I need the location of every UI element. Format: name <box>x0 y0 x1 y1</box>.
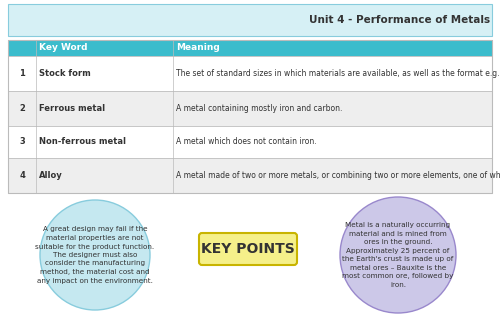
FancyBboxPatch shape <box>8 4 492 36</box>
Text: Metal is a naturally occurring
material and is mined from
ores in the ground.
Ap: Metal is a naturally occurring material … <box>342 222 454 288</box>
Text: Key Word: Key Word <box>39 44 88 53</box>
Text: Non-ferrous metal: Non-ferrous metal <box>39 137 126 146</box>
FancyBboxPatch shape <box>8 158 492 193</box>
Circle shape <box>340 197 456 313</box>
Text: A metal made of two or more metals, or combining two or more elements, one of wh: A metal made of two or more metals, or c… <box>176 171 500 180</box>
Text: KEY POINTS: KEY POINTS <box>201 242 295 256</box>
Text: A great design may fail if the
material properties are not
suitable for the prod: A great design may fail if the material … <box>36 227 154 283</box>
Text: 3: 3 <box>19 137 25 146</box>
FancyBboxPatch shape <box>8 56 492 91</box>
Text: Unit 4 - Performance of Metals: Unit 4 - Performance of Metals <box>309 15 490 25</box>
FancyBboxPatch shape <box>8 91 492 126</box>
Text: 1: 1 <box>19 69 25 78</box>
FancyBboxPatch shape <box>199 233 297 265</box>
Text: Stock form: Stock form <box>39 69 91 78</box>
FancyBboxPatch shape <box>8 40 492 56</box>
Text: A metal which does not contain iron.: A metal which does not contain iron. <box>176 137 316 146</box>
Text: Ferrous metal: Ferrous metal <box>39 104 105 113</box>
Text: 4: 4 <box>19 171 25 180</box>
Text: Meaning: Meaning <box>176 44 220 53</box>
Text: 2: 2 <box>19 104 25 113</box>
Circle shape <box>40 200 150 310</box>
FancyBboxPatch shape <box>8 126 492 158</box>
Text: Alloy: Alloy <box>39 171 63 180</box>
Text: A metal containing mostly iron and carbon.: A metal containing mostly iron and carbo… <box>176 104 342 113</box>
Text: The set of standard sizes in which materials are available, as well as the forma: The set of standard sizes in which mater… <box>176 69 500 78</box>
